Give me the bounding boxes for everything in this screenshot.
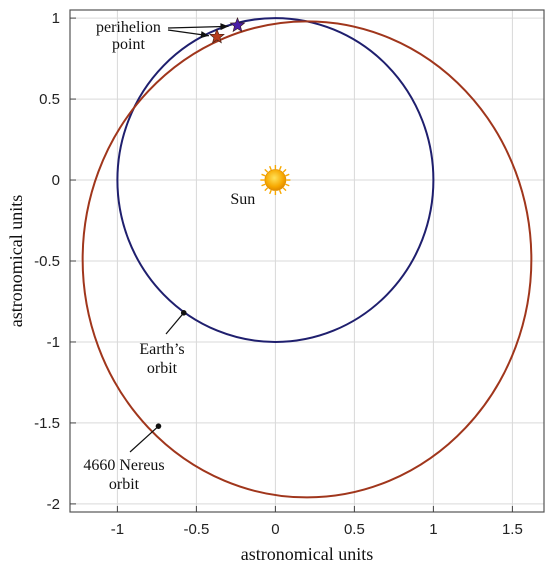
sun-ray — [261, 183, 266, 187]
series-layer — [81, 17, 533, 499]
y-tick-label: -2 — [47, 496, 60, 513]
sun-ray — [282, 168, 287, 173]
sun-ray — [269, 189, 272, 195]
sun-ray — [264, 187, 269, 192]
earth-orbit-label-line2: orbit — [147, 360, 178, 377]
sun-ray — [264, 168, 269, 173]
x-tick-label: -0.5 — [183, 521, 209, 538]
earth-perihelion-star-icon — [229, 17, 246, 33]
x-tick-label: 0.5 — [344, 521, 365, 538]
y-axis-label: astronomical units — [6, 195, 26, 327]
x-tick-label: 1 — [429, 521, 437, 538]
perihelion-arrow-2-head — [200, 31, 209, 39]
perihelion-arrow-1 — [167, 25, 229, 29]
nereus-perihelion-star-icon — [209, 28, 225, 44]
earth-orbit-leader — [165, 312, 185, 335]
earth-orbit-label-line1: Earth’s — [139, 341, 184, 358]
x-tick-label: -1 — [111, 521, 124, 538]
sun-disc — [264, 169, 287, 191]
sun-ray — [278, 189, 282, 195]
y-tick-label: -0.5 — [34, 253, 60, 270]
sun-ray — [269, 165, 272, 171]
sun-ray — [285, 173, 290, 177]
grid-lines — [70, 10, 544, 512]
y-tick-label: 0.5 — [39, 91, 60, 108]
perihelion-label-line1: perihelion — [96, 19, 161, 36]
perihelion-label-line2: point — [112, 36, 145, 53]
axes: -1 -0.5 0 0.5 1 1.5 -2 -1.5 -1 -0.5 0 0.5 1 astronomi… — [6, 9, 545, 564]
nereus-orbit-label-line1: 4660 Nereus — [83, 457, 164, 474]
sun-label: Sun — [230, 191, 255, 208]
sun-ray — [278, 165, 282, 171]
sun-ray — [285, 183, 290, 187]
earth-orbit — [116, 17, 435, 343]
x-tick-label: 0 — [271, 521, 279, 538]
y-tick-label: 0 — [52, 172, 60, 189]
nereus-orbit — [81, 20, 533, 499]
sun-ray — [261, 173, 266, 177]
x-axis-label: astronomical units — [241, 544, 373, 564]
nereus-orbit-leader — [129, 425, 159, 453]
x-tick-label: 1.5 — [502, 521, 523, 538]
y-tick-label: 1 — [52, 10, 60, 27]
sun-icon — [260, 165, 291, 196]
perihelion-arrow-1-head — [220, 23, 229, 31]
sun-ray — [282, 187, 287, 192]
y-tick-label: -1 — [47, 334, 60, 351]
marker-layer: Sun — [209, 17, 291, 208]
y-tick-label: -1.5 — [34, 415, 60, 432]
nereus-orbit-label-line2: orbit — [109, 476, 140, 493]
